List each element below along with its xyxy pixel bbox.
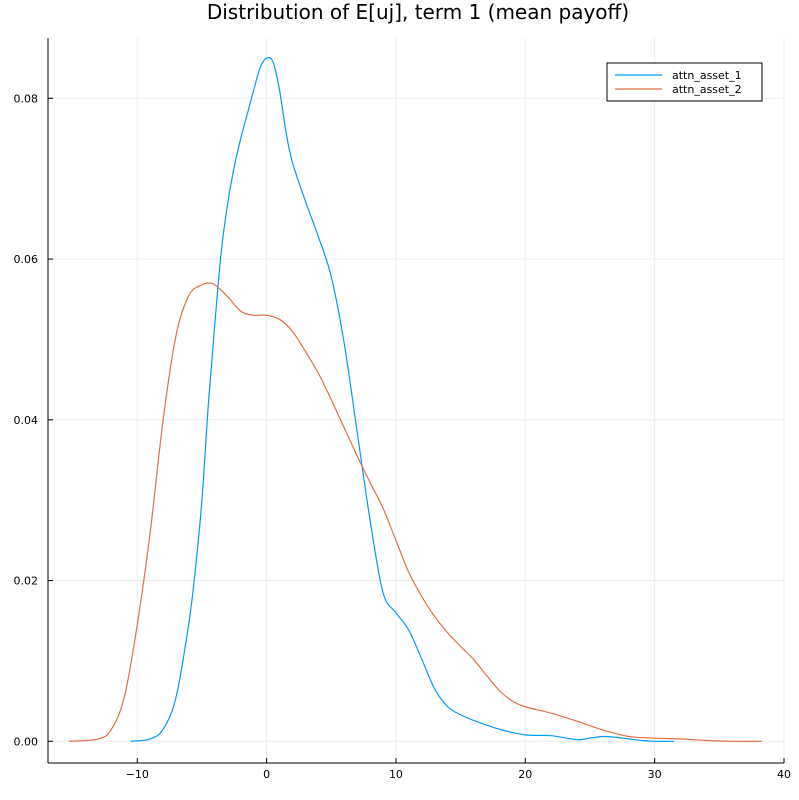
x-tick-label: 10 <box>389 768 403 781</box>
grid <box>48 38 785 763</box>
y-tick-label: 0.08 <box>14 92 39 105</box>
y-tick-label: 0.02 <box>14 575 39 588</box>
y-tick-label: 0.04 <box>14 414 39 427</box>
axes <box>47 38 785 764</box>
plot-area <box>68 56 763 742</box>
x-tick-label: 40 <box>777 768 791 781</box>
legend-label: attn_asset_2 <box>672 83 742 96</box>
x-tick-label: 30 <box>648 768 662 781</box>
legend-box <box>606 62 763 102</box>
x-tick-label: 20 <box>518 768 532 781</box>
legend-label: attn_asset_1 <box>672 69 742 82</box>
y-tick-label: 0.00 <box>14 735 39 748</box>
chart-title: Distribution of E[uj], term 1 (mean payo… <box>207 0 629 24</box>
series-line-attn_asset_2 <box>68 282 763 742</box>
x-tick-label: 0 <box>263 768 270 781</box>
x-tick-label: −10 <box>126 768 149 781</box>
tick-labels: −10 0 10 20 30 40 0.00 0.02 0.04 0.06 0.08 <box>14 92 792 781</box>
series-line-attn_asset_1 <box>130 56 675 742</box>
y-tick-label: 0.06 <box>14 253 39 266</box>
